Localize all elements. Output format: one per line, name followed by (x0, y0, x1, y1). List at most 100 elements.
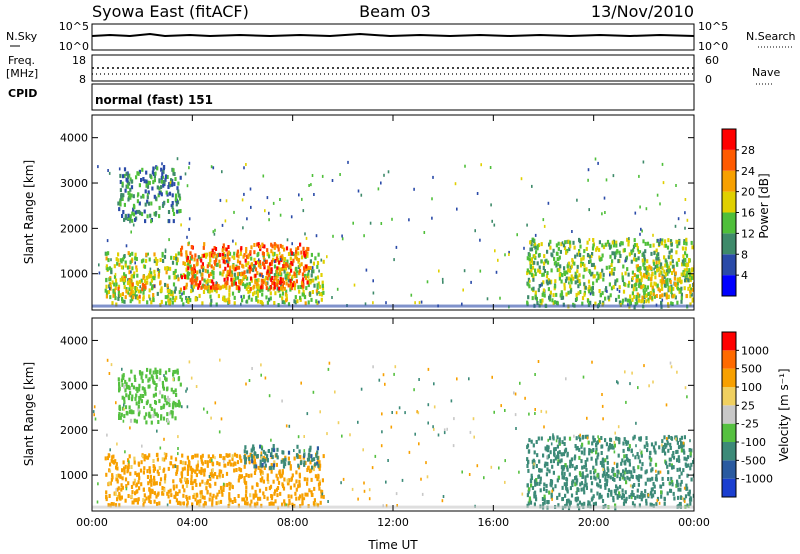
velocity-scatter-cell (310, 468, 313, 473)
velocity-scatter-cell (142, 498, 145, 503)
power-scatter-cell (311, 290, 314, 294)
power-scatter-cell (619, 254, 622, 258)
velocity-scatter-cell (547, 454, 550, 459)
velocity-speckle (659, 470, 662, 474)
power-scatter-cell (236, 265, 239, 270)
velocity-scatter-cell (628, 477, 631, 482)
velocity-speckle (602, 468, 604, 471)
power-scatter-cell (119, 202, 122, 207)
velocity-speckle (453, 417, 455, 421)
velocity-scatter-cell (195, 464, 198, 469)
power-scatter-cell (616, 249, 619, 254)
velocity-scatter-cell (680, 471, 683, 476)
velocity-scatter-cell (612, 445, 615, 450)
power-scatter-cell (165, 270, 168, 275)
power-scatter-cell (653, 251, 656, 256)
velocity-scatter-cell (602, 463, 605, 468)
power-scatter-cell (172, 271, 175, 275)
power-scatter-cell (175, 256, 178, 261)
power-scatter-cell (208, 253, 212, 258)
power-scatter-cell (128, 279, 131, 284)
power-scatter-cell (276, 278, 279, 283)
velocity-scatter-cell (199, 490, 202, 495)
velocity-scatter-cell (125, 484, 128, 489)
velocity-scatter-cell (110, 477, 113, 482)
velocity-scatter-cell (146, 475, 150, 479)
velocity-scatter-cell (275, 453, 278, 458)
velocity-scatter-cell (670, 436, 674, 441)
velocity-scatter-cell (104, 456, 107, 461)
velocity-scatter-cell (161, 491, 164, 496)
velocity-scatter-cell (160, 405, 163, 410)
power-scatter-cell (529, 270, 532, 275)
power-scatter-cell (661, 266, 664, 271)
velocity-scatter-cell (131, 394, 134, 399)
power-scatter-cell (539, 269, 542, 274)
power-scatter-cell (193, 278, 196, 283)
power-scatter-cell (107, 290, 110, 295)
velocity-speckle (128, 460, 130, 464)
velocity-scatter-cell (595, 442, 598, 447)
power-scatter-cell (632, 287, 635, 292)
velocity-scatter-cell (612, 472, 615, 477)
velocity-speckle (260, 363, 262, 367)
velocity-scatter-cell (646, 443, 649, 448)
velocity-scatter-cell (554, 447, 557, 451)
velocity-scatter-cell (114, 491, 117, 496)
velocity-scatter-cell (540, 468, 543, 473)
power-speckle (497, 258, 499, 262)
velocity-speckle (540, 409, 543, 413)
power-scatter-cell (626, 237, 629, 242)
power-scatter-cell (534, 295, 537, 300)
power-scatter-cell (151, 276, 154, 281)
power-scatter-cell (654, 264, 657, 269)
power-scatter-cell (129, 217, 132, 222)
power-speckle (268, 218, 270, 222)
power-scatter-cell (664, 272, 667, 277)
power-speckle (640, 227, 642, 231)
power-scatter-cell (180, 252, 183, 257)
power-scatter-cell (229, 269, 232, 274)
velocity-scatter-cell (174, 457, 178, 462)
power-scatter-cell (157, 272, 160, 277)
velocity-speckle (635, 421, 637, 425)
power-scatter-cell (671, 259, 674, 264)
velocity-scatter-cell (580, 444, 583, 449)
velocity-scatter-cell (562, 452, 566, 457)
power-scatter-cell (295, 256, 299, 261)
power-scatter-cell (663, 269, 666, 274)
power-scatter-cell (675, 250, 678, 255)
power-scatter-cell (270, 259, 274, 264)
power-scatter-cell (246, 299, 249, 304)
velocity-scatter-cell (152, 468, 155, 473)
power-scatter-cell (602, 245, 606, 250)
velocity-scatter-cell (157, 472, 160, 476)
velocity-scatter-cell (590, 456, 593, 461)
power-scatter-cell (143, 264, 147, 269)
velocity-scatter-cell (549, 479, 553, 483)
velocity-scatter-cell (152, 459, 155, 463)
velocity-scatter-cell (267, 479, 270, 484)
power-scatter-cell (136, 273, 139, 278)
power-scatter-cell (128, 270, 131, 275)
velocity-scatter-cell (581, 442, 584, 447)
power-scatter-cell (137, 289, 140, 294)
power-scatter-cell (125, 184, 128, 189)
power-scatter-cell (190, 267, 194, 272)
power-scatter-cell (249, 289, 252, 294)
velocity-scatter-cell (169, 488, 172, 493)
power-speckle (609, 273, 611, 277)
power-speckle (645, 207, 648, 211)
velocity-speckle (368, 497, 371, 501)
velocity-scatter-cell (284, 462, 287, 467)
velocity-scatter-cell (214, 481, 217, 486)
power-speckle (474, 229, 476, 233)
power-scatter-cell (654, 275, 657, 280)
power-scatter-cell (132, 194, 135, 199)
power-scatter-cell (123, 202, 126, 207)
velocity-speckle (617, 425, 620, 429)
velocity-scatter-cell (266, 454, 269, 459)
power-scatter-cell (187, 296, 191, 300)
power-scatter-cell (231, 291, 235, 296)
power-scatter-cell (643, 265, 646, 270)
